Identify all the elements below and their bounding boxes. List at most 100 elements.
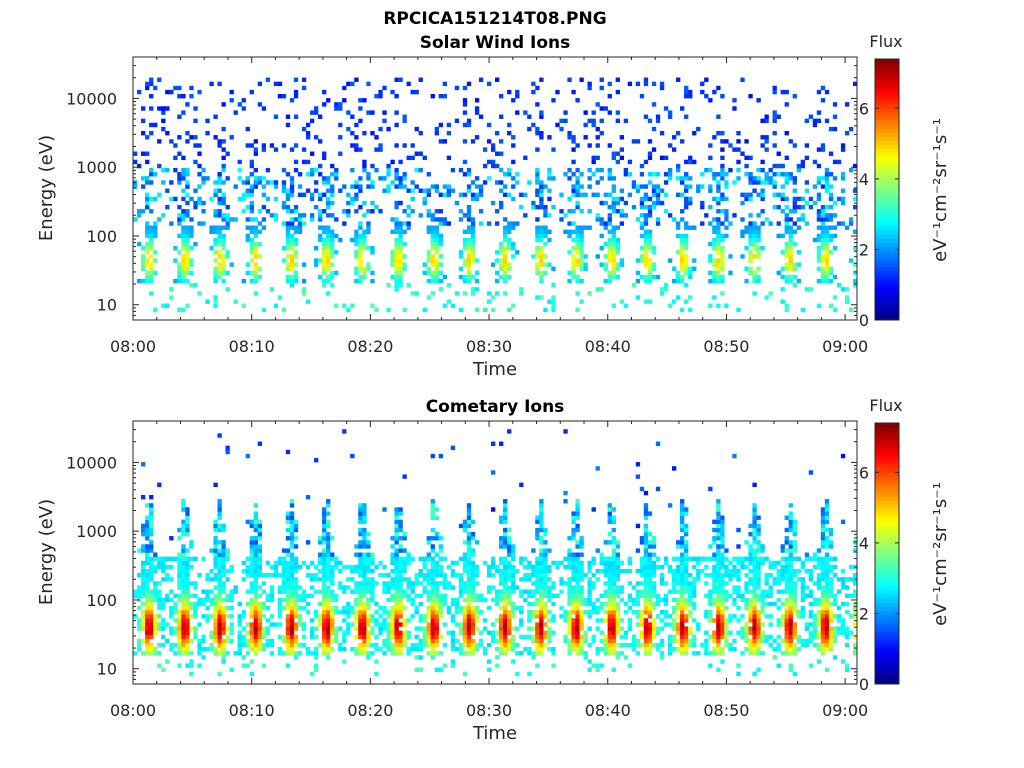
- heatmap-cell: [161, 126, 166, 132]
- heatmap-cell: [752, 291, 757, 296]
- heatmap-cell: [410, 89, 415, 95]
- heatmap-cell: [137, 642, 142, 648]
- heatmap-cell: [466, 519, 472, 525]
- heatmap-cell: [261, 225, 267, 230]
- heatmap-cell: [253, 184, 258, 189]
- heatmap-cell: [370, 200, 375, 206]
- heatmap-cell: [398, 577, 403, 582]
- heatmap-cell: [185, 519, 190, 525]
- heatmap-cell: [684, 651, 689, 656]
- heatmap-cell: [684, 114, 689, 119]
- heatmap-cell: [301, 634, 307, 640]
- heatmap-cell: [229, 564, 234, 570]
- heatmap-cell: [684, 581, 689, 586]
- heatmap-cell: [784, 176, 789, 181]
- heatmap-cell: [507, 130, 512, 136]
- heatmap-cell: [318, 192, 323, 198]
- heatmap-cell: [595, 618, 600, 623]
- heatmap-cell: [434, 605, 439, 611]
- heatmap-cell: [326, 274, 331, 280]
- heatmap-cell: [462, 229, 468, 234]
- heatmap-cell: [362, 527, 367, 533]
- heatmap-cell: [225, 605, 230, 611]
- heatmap-cell: [615, 266, 620, 271]
- heatmap-cell: [249, 601, 254, 607]
- heatmap-cell: [575, 581, 580, 586]
- heatmap-cell: [245, 262, 250, 267]
- heatmap-cell: [322, 270, 327, 276]
- heatmap-cell: [149, 577, 154, 582]
- heatmap-cell: [804, 118, 810, 124]
- heatmap-cell: [643, 114, 649, 119]
- heatmap-cell: [716, 266, 721, 271]
- heatmap-cell: [547, 638, 552, 644]
- heatmap-cell: [478, 77, 484, 82]
- heatmap-cell: [362, 630, 367, 635]
- heatmap-cell: [595, 577, 600, 582]
- heatmap-cell: [137, 638, 142, 644]
- heatmap-cell: [169, 180, 174, 185]
- heatmap-cell: [676, 605, 681, 611]
- heatmap-cell: [615, 568, 620, 574]
- heatmap-cell: [503, 605, 508, 611]
- heatmap-cell: [293, 589, 299, 594]
- heatmap-cell: [692, 266, 697, 271]
- heatmap-cell: [394, 143, 399, 148]
- heatmap-cell: [495, 270, 500, 276]
- heatmap-cell: [595, 663, 600, 668]
- heatmap-cell: [277, 585, 283, 590]
- heatmap-cell: [627, 593, 633, 598]
- heatmap-cell: [161, 303, 166, 308]
- heatmap-cell: [547, 176, 552, 181]
- colorbar-tick-label: 4: [859, 170, 869, 189]
- heatmap-cell: [852, 283, 858, 288]
- heatmap-cell: [177, 180, 182, 185]
- heatmap-cell: [382, 642, 387, 648]
- heatmap-cell: [519, 577, 524, 582]
- heatmap-cell: [607, 93, 612, 99]
- heatmap-cell: [265, 167, 271, 173]
- heatmap-cell: [631, 597, 637, 603]
- heatmap-cell: [141, 494, 146, 500]
- heatmap-cell: [326, 188, 331, 193]
- heatmap-cell: [269, 287, 275, 292]
- heatmap-cell: [784, 225, 789, 230]
- heatmap-cell: [265, 618, 271, 623]
- heatmap-cell: [285, 601, 291, 607]
- heatmap-cell: [322, 552, 327, 557]
- heatmap-cell: [301, 147, 307, 152]
- heatmap-cell: [153, 172, 158, 177]
- heatmap-cell: [639, 93, 645, 99]
- heatmap-cell: [639, 614, 645, 619]
- heatmap-cell: [177, 233, 182, 239]
- heatmap-cell: [362, 536, 367, 541]
- heatmap-cell: [249, 548, 254, 553]
- heatmap-cell: [390, 593, 395, 598]
- heatmap-cell: [700, 221, 705, 226]
- heatmap-cell: [358, 237, 363, 243]
- heatmap-cell: [780, 196, 785, 202]
- heatmap-cell: [539, 114, 544, 119]
- heatmap-cell: [458, 630, 464, 635]
- heatmap-cell: [289, 278, 295, 284]
- heatmap-cell: [189, 601, 194, 607]
- heatmap-cell: [217, 139, 222, 144]
- heatmap-cell: [450, 167, 456, 173]
- heatmap-cell: [378, 89, 383, 95]
- heatmap-cell: [503, 192, 508, 198]
- heatmap-cell: [680, 266, 685, 271]
- heatmap-cell: [169, 287, 174, 292]
- heatmap-cell: [241, 98, 246, 103]
- heatmap-cell: [438, 605, 444, 611]
- heatmap-cell: [539, 642, 544, 648]
- heatmap-cell: [587, 184, 592, 189]
- heatmap-cell: [354, 634, 359, 640]
- colorbar-swatch: [875, 165, 899, 170]
- heatmap-cell: [426, 577, 431, 582]
- heatmap-cell: [575, 552, 580, 557]
- heatmap-cell: [583, 638, 588, 644]
- heatmap-cell: [330, 573, 335, 578]
- heatmap-cell: [603, 241, 608, 247]
- heatmap-cell: [189, 233, 194, 239]
- heatmap-cell: [426, 568, 431, 574]
